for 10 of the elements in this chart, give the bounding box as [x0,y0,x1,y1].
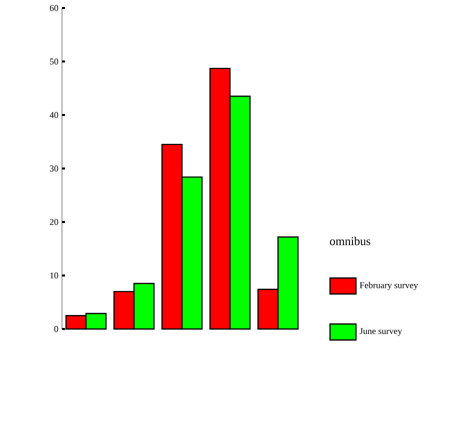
y-tick-label: 60 [50,4,58,12]
y-tick-label: 50 [50,58,58,65]
y-tick-label: 20 [50,218,58,226]
legend-label: February survey [360,282,418,290]
legend-title: omnibus [330,236,370,246]
y-tick-label: 30 [50,165,58,172]
legend-label: June survey [360,328,402,336]
y-tick-label: 40 [50,112,58,118]
y-tick-label: 0 [54,326,58,332]
y-tick-label: 10 [50,272,58,279]
